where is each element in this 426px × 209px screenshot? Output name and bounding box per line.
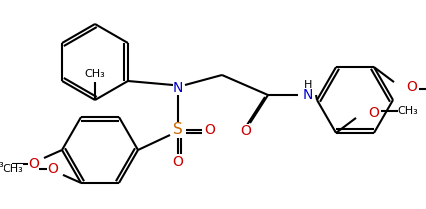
Text: O: O (241, 124, 251, 138)
Text: CH₃: CH₃ (85, 69, 105, 79)
Text: O: O (204, 123, 216, 137)
Text: O: O (29, 157, 40, 171)
Text: CH₃: CH₃ (0, 159, 4, 169)
Text: O: O (48, 162, 58, 176)
Text: H: H (304, 80, 312, 90)
Text: N: N (173, 81, 183, 95)
Text: N: N (303, 88, 313, 102)
Text: S: S (173, 122, 183, 138)
Text: CH₃: CH₃ (2, 164, 23, 174)
Text: CH₃: CH₃ (397, 106, 418, 116)
Text: O: O (173, 155, 184, 169)
Text: O: O (368, 106, 380, 120)
Text: O: O (406, 80, 417, 94)
